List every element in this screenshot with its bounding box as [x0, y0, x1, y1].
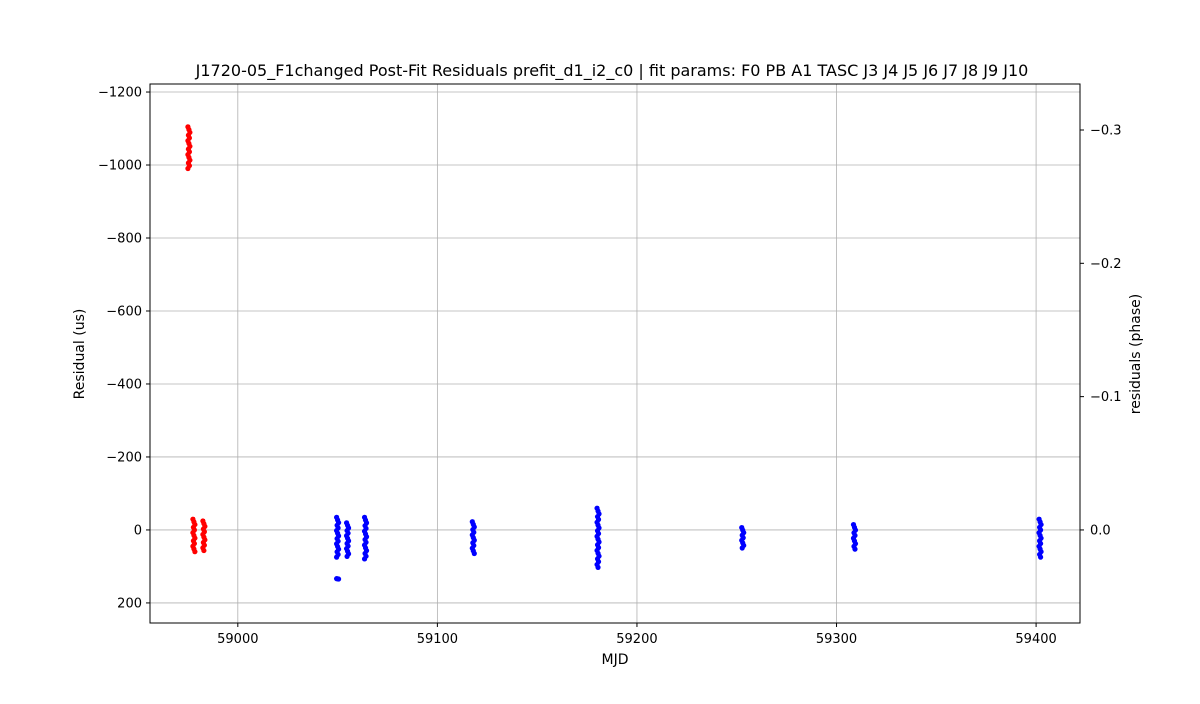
data-point: [739, 545, 745, 551]
data-point: [595, 564, 601, 570]
plot-area-frame: [149, 83, 1081, 624]
data-point: [185, 165, 191, 172]
x-tick-label: 59300: [816, 632, 857, 647]
data-cluster: [361, 514, 370, 562]
y2-tick-label: 0.0: [1090, 523, 1111, 538]
data-cluster: [594, 505, 602, 570]
data-cluster: [850, 522, 859, 552]
data-cluster: [185, 124, 193, 172]
data-point: [471, 550, 477, 557]
data-point: [335, 576, 342, 582]
y-tick-label: −200: [106, 450, 142, 465]
y2-tick-label: −0.1: [1090, 390, 1122, 405]
data-cluster: [739, 524, 747, 551]
y-axis-label: Residual (us): [72, 309, 88, 400]
y2-tick-label: −0.2: [1090, 257, 1122, 272]
chart-title: J1720-05_F1changed Post-Fit Residuals pr…: [195, 61, 1029, 81]
y2-axis-label: residuals (phase): [1128, 294, 1144, 414]
y-tick-label: 0: [134, 523, 142, 538]
x-axis-label: MJD: [602, 652, 629, 668]
data-point: [361, 556, 368, 562]
data-point: [344, 553, 350, 560]
y-tick-label: −1200: [98, 86, 142, 101]
data-point: [333, 554, 340, 560]
data-cluster: [1036, 516, 1044, 560]
y-tick-label: −1000: [98, 159, 142, 174]
data-cluster: [200, 518, 208, 554]
x-tick-label: 59400: [1015, 632, 1056, 647]
y-tick-label: 200: [117, 596, 142, 611]
data-point: [1037, 554, 1044, 560]
data-point: [192, 549, 198, 555]
x-tick-label: 59000: [217, 632, 258, 647]
data-cluster: [333, 514, 342, 560]
data-cluster: [190, 516, 198, 555]
data-point: [201, 547, 207, 554]
data-cluster: [343, 520, 352, 560]
data-cluster: [469, 519, 477, 557]
data-point: [852, 546, 858, 552]
x-tick-label: 59200: [616, 632, 657, 647]
y2-tick-label: −0.3: [1090, 123, 1122, 138]
y-tick-label: −400: [106, 377, 142, 392]
y-tick-label: −800: [106, 232, 142, 247]
y-tick-label: −600: [106, 304, 142, 319]
data-cluster: [333, 576, 342, 582]
x-tick-label: 59100: [417, 632, 458, 647]
